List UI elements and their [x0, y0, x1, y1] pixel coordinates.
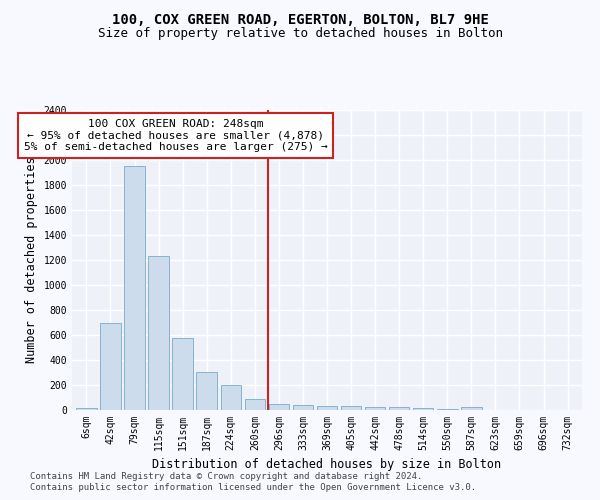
Bar — [269, 404, 289, 410]
Bar — [148, 256, 169, 410]
X-axis label: Distribution of detached houses by size in Bolton: Distribution of detached houses by size … — [152, 458, 502, 471]
Text: Size of property relative to detached houses in Bolton: Size of property relative to detached ho… — [97, 28, 503, 40]
Text: Contains public sector information licensed under the Open Government Licence v3: Contains public sector information licen… — [30, 484, 476, 492]
Bar — [221, 385, 241, 410]
Y-axis label: Number of detached properties: Number of detached properties — [25, 156, 38, 364]
Text: 100 COX GREEN ROAD: 248sqm
← 95% of detached houses are smaller (4,878)
5% of se: 100 COX GREEN ROAD: 248sqm ← 95% of deta… — [23, 118, 328, 152]
Bar — [341, 406, 361, 410]
Bar — [124, 166, 145, 410]
Bar — [413, 408, 433, 410]
Bar — [196, 372, 217, 410]
Bar — [389, 406, 409, 410]
Bar — [461, 407, 482, 410]
Bar — [172, 338, 193, 410]
Bar — [245, 399, 265, 410]
Bar — [293, 405, 313, 410]
Bar — [365, 407, 385, 410]
Text: Contains HM Land Registry data © Crown copyright and database right 2024.: Contains HM Land Registry data © Crown c… — [30, 472, 422, 481]
Bar — [76, 408, 97, 410]
Bar — [100, 322, 121, 410]
Bar — [317, 406, 337, 410]
Text: 100, COX GREEN ROAD, EGERTON, BOLTON, BL7 9HE: 100, COX GREEN ROAD, EGERTON, BOLTON, BL… — [112, 12, 488, 26]
